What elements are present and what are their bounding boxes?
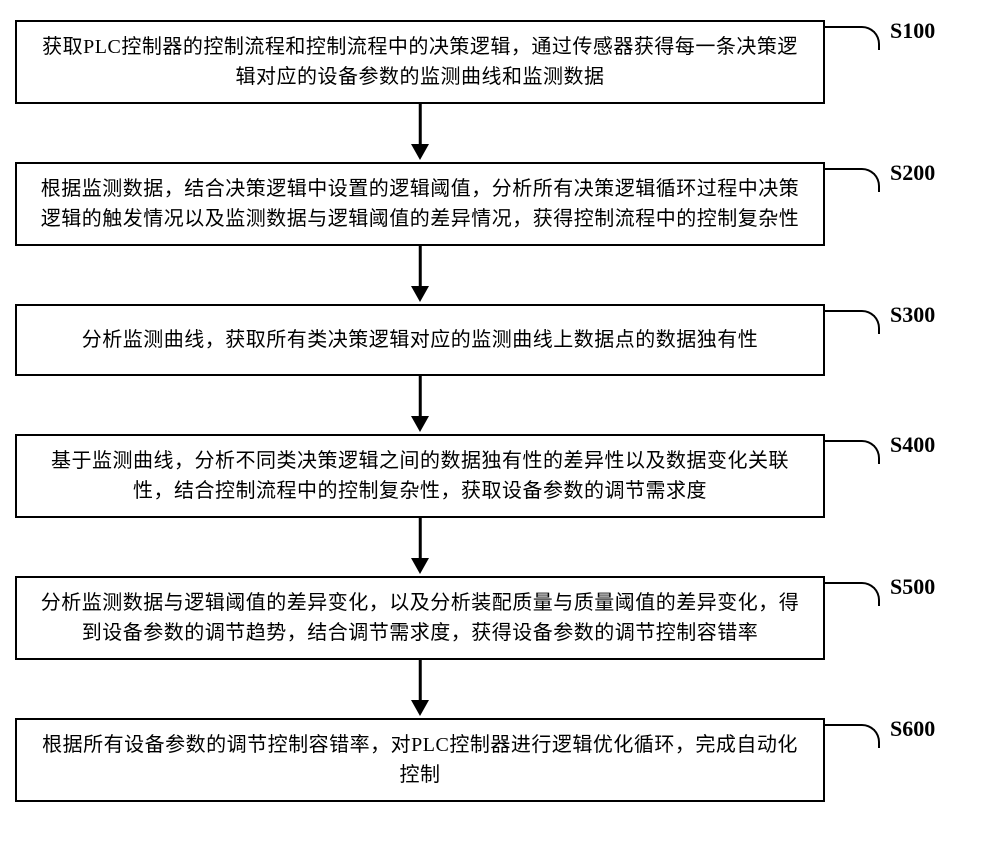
arrow-line <box>419 660 422 704</box>
arrow-head-icon <box>411 286 429 302</box>
arrow <box>15 246 825 304</box>
step-box: 获取PLC控制器的控制流程和控制流程中的决策逻辑，通过传感器获得每一条决策逻辑对… <box>15 20 825 104</box>
bracket-line <box>825 440 880 464</box>
arrow-row <box>15 104 985 162</box>
arrow <box>15 376 825 434</box>
step-text: 分析监测数据与逻辑阈值的差异变化，以及分析装配质量与质量阈值的差异变化，得到设备… <box>35 588 805 648</box>
step-box: 根据监测数据，结合决策逻辑中设置的逻辑阈值，分析所有决策逻辑循环过程中决策逻辑的… <box>15 162 825 246</box>
step-text: 获取PLC控制器的控制流程和控制流程中的决策逻辑，通过传感器获得每一条决策逻辑对… <box>35 32 805 92</box>
step-row-s100: 获取PLC控制器的控制流程和控制流程中的决策逻辑，通过传感器获得每一条决策逻辑对… <box>15 20 985 104</box>
bracket-line <box>825 724 880 748</box>
arrow-head-icon <box>411 700 429 716</box>
label-connector: S400 <box>825 434 985 464</box>
bracket-line <box>825 310 880 334</box>
bracket-line <box>825 582 880 606</box>
step-box: 分析监测数据与逻辑阈值的差异变化，以及分析装配质量与质量阈值的差异变化，得到设备… <box>15 576 825 660</box>
step-row-s500: 分析监测数据与逻辑阈值的差异变化，以及分析装配质量与质量阈值的差异变化，得到设备… <box>15 576 985 660</box>
step-label: S300 <box>890 302 935 328</box>
arrow-line <box>419 246 422 290</box>
step-label: S600 <box>890 716 935 742</box>
arrow <box>15 660 825 718</box>
step-text: 基于监测曲线，分析不同类决策逻辑之间的数据独有性的差异性以及数据变化关联性，结合… <box>35 446 805 506</box>
arrow-row <box>15 660 985 718</box>
bracket-line <box>825 26 880 50</box>
step-label: S200 <box>890 160 935 186</box>
arrow <box>15 104 825 162</box>
arrow-row <box>15 246 985 304</box>
arrow-head-icon <box>411 558 429 574</box>
bracket-line <box>825 168 880 192</box>
step-box: 根据所有设备参数的调节控制容错率，对PLC控制器进行逻辑优化循环，完成自动化控制 <box>15 718 825 802</box>
step-text: 分析监测曲线，获取所有类决策逻辑对应的监测曲线上数据点的数据独有性 <box>82 325 759 355</box>
label-connector: S100 <box>825 20 985 50</box>
arrow-line <box>419 376 422 420</box>
label-connector: S500 <box>825 576 985 606</box>
step-row-s200: 根据监测数据，结合决策逻辑中设置的逻辑阈值，分析所有决策逻辑循环过程中决策逻辑的… <box>15 162 985 246</box>
arrow-row <box>15 376 985 434</box>
step-box: 基于监测曲线，分析不同类决策逻辑之间的数据独有性的差异性以及数据变化关联性，结合… <box>15 434 825 518</box>
arrow-head-icon <box>411 144 429 160</box>
label-connector: S200 <box>825 162 985 192</box>
step-text: 根据所有设备参数的调节控制容错率，对PLC控制器进行逻辑优化循环，完成自动化控制 <box>35 730 805 790</box>
step-label: S400 <box>890 432 935 458</box>
step-row-s300: 分析监测曲线，获取所有类决策逻辑对应的监测曲线上数据点的数据独有性 S300 <box>15 304 985 376</box>
label-connector: S300 <box>825 304 985 334</box>
step-row-s400: 基于监测曲线，分析不同类决策逻辑之间的数据独有性的差异性以及数据变化关联性，结合… <box>15 434 985 518</box>
step-label: S100 <box>890 18 935 44</box>
label-connector: S600 <box>825 718 985 748</box>
flowchart: 获取PLC控制器的控制流程和控制流程中的决策逻辑，通过传感器获得每一条决策逻辑对… <box>15 20 985 802</box>
step-box: 分析监测曲线，获取所有类决策逻辑对应的监测曲线上数据点的数据独有性 <box>15 304 825 376</box>
arrow-line <box>419 104 422 148</box>
arrow-line <box>419 518 422 562</box>
arrow-row <box>15 518 985 576</box>
step-row-s600: 根据所有设备参数的调节控制容错率，对PLC控制器进行逻辑优化循环，完成自动化控制… <box>15 718 985 802</box>
arrow-head-icon <box>411 416 429 432</box>
arrow <box>15 518 825 576</box>
step-text: 根据监测数据，结合决策逻辑中设置的逻辑阈值，分析所有决策逻辑循环过程中决策逻辑的… <box>35 174 805 234</box>
step-label: S500 <box>890 574 935 600</box>
